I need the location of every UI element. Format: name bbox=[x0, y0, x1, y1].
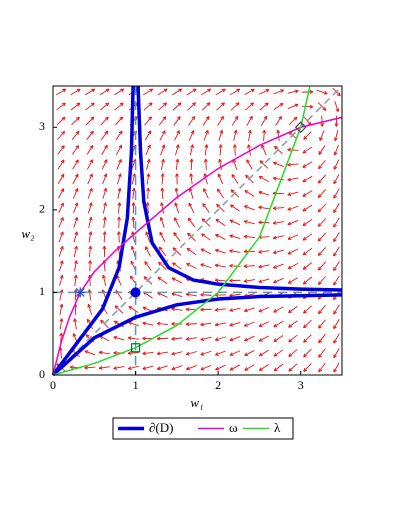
x-tick-label: 2 bbox=[215, 378, 221, 392]
point-marker bbox=[131, 287, 141, 297]
y-tick-label: 1 bbox=[39, 284, 45, 298]
x-tick-label: 3 bbox=[298, 378, 304, 392]
point-marker bbox=[75, 287, 85, 297]
legend-label: ω bbox=[229, 420, 238, 435]
legend-label: λ bbox=[274, 420, 281, 435]
x-axis-label: w₁ bbox=[190, 395, 203, 410]
legend-label: ∂(D) bbox=[149, 420, 173, 435]
y-tick-label: 3 bbox=[39, 119, 45, 133]
x-tick-label: 1 bbox=[133, 378, 139, 392]
y-tick-label: 2 bbox=[39, 202, 45, 216]
y-axis-label: w₂ bbox=[21, 226, 35, 241]
y-tick-label: 0 bbox=[39, 367, 45, 381]
x-tick-label: 0 bbox=[50, 378, 56, 392]
